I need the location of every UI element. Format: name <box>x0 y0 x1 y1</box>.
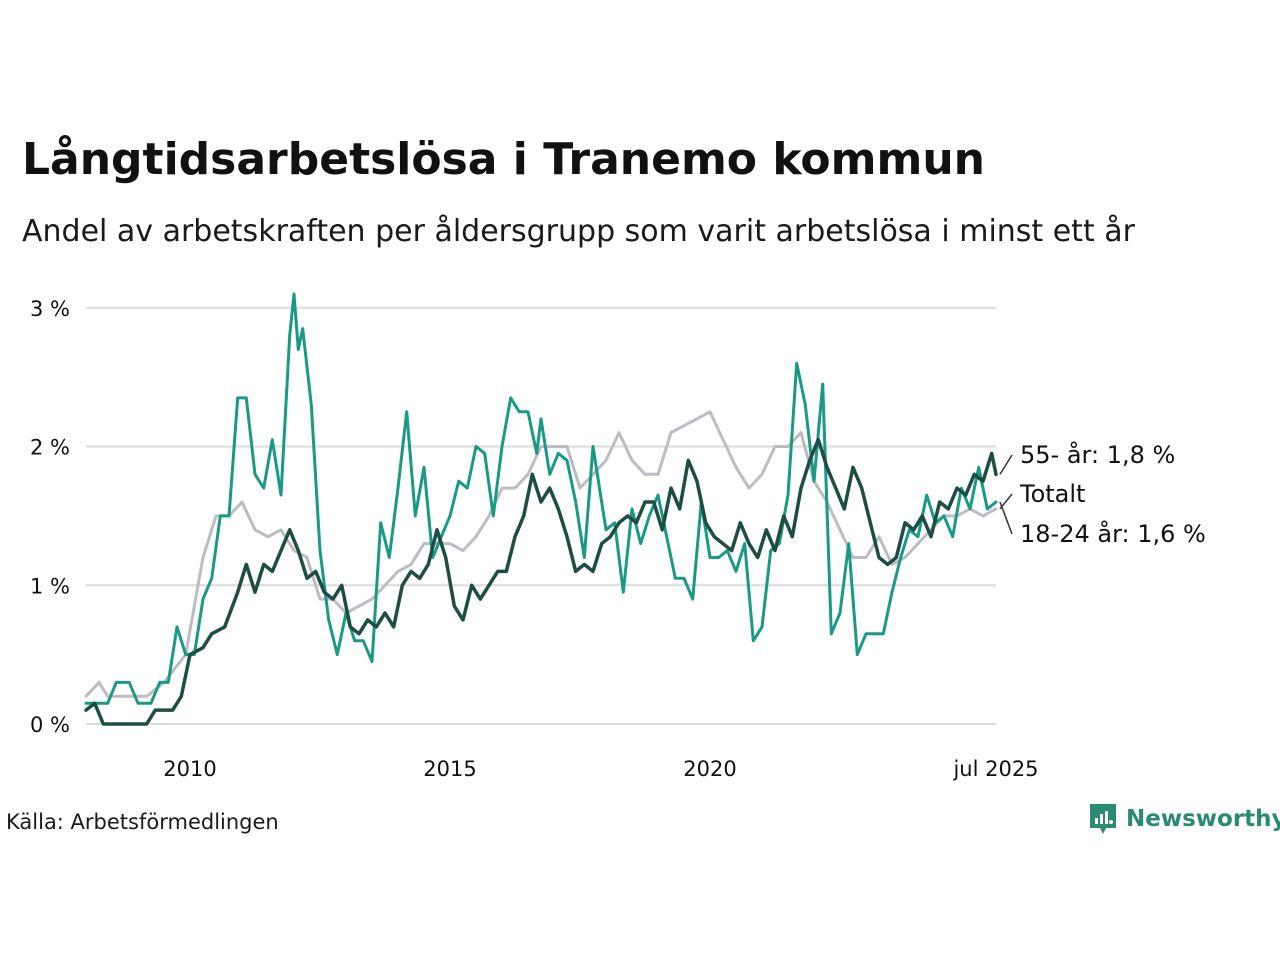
end-label-leader <box>999 454 1013 475</box>
end-label: 18-24 år: 1,6 % <box>1020 519 1206 548</box>
source-note: Källa: Arbetsförmedlingen <box>6 810 279 834</box>
x-tick-label: jul 2025 <box>952 757 1038 781</box>
x-tick-label: 2020 <box>683 757 736 781</box>
y-axis-ticks: 0 % 1 % 2 % 3 % <box>30 297 70 737</box>
series-line-Totalt <box>84 410 998 698</box>
end-label: Totalt <box>1019 480 1085 508</box>
series-lines <box>84 292 998 726</box>
y-tick-label: 2 % <box>30 436 70 460</box>
y-tick-label: 3 % <box>30 297 70 321</box>
end-label: 55- år: 1,8 % <box>1020 440 1175 469</box>
newsworthy-logo-icon <box>1090 804 1116 834</box>
chart-subtitle: Andel av arbetskraften per åldersgrupp s… <box>22 214 1135 249</box>
chart-title: Långtidsarbetslösa i Tranemo kommun <box>22 134 985 185</box>
x-tick-label: 2010 <box>163 757 216 781</box>
y-tick-label: 0 % <box>30 713 70 737</box>
y-tick-label: 1 % <box>30 574 70 598</box>
newsworthy-brand[interactable]: Newsworthy <box>1088 802 1280 836</box>
series-line-18-24 <box>84 292 998 705</box>
brand-name: Newsworthy <box>1126 806 1280 832</box>
end-label-leader <box>999 501 1013 535</box>
x-tick-label: 2015 <box>423 757 476 781</box>
series-line-55- <box>84 437 998 726</box>
x-axis-ticks: 2010 2015 2020 jul 2025 <box>163 757 1038 781</box>
end-labels: 55- år: 1,8 % Totalt 18-24 år: 1,6 % <box>999 440 1206 548</box>
